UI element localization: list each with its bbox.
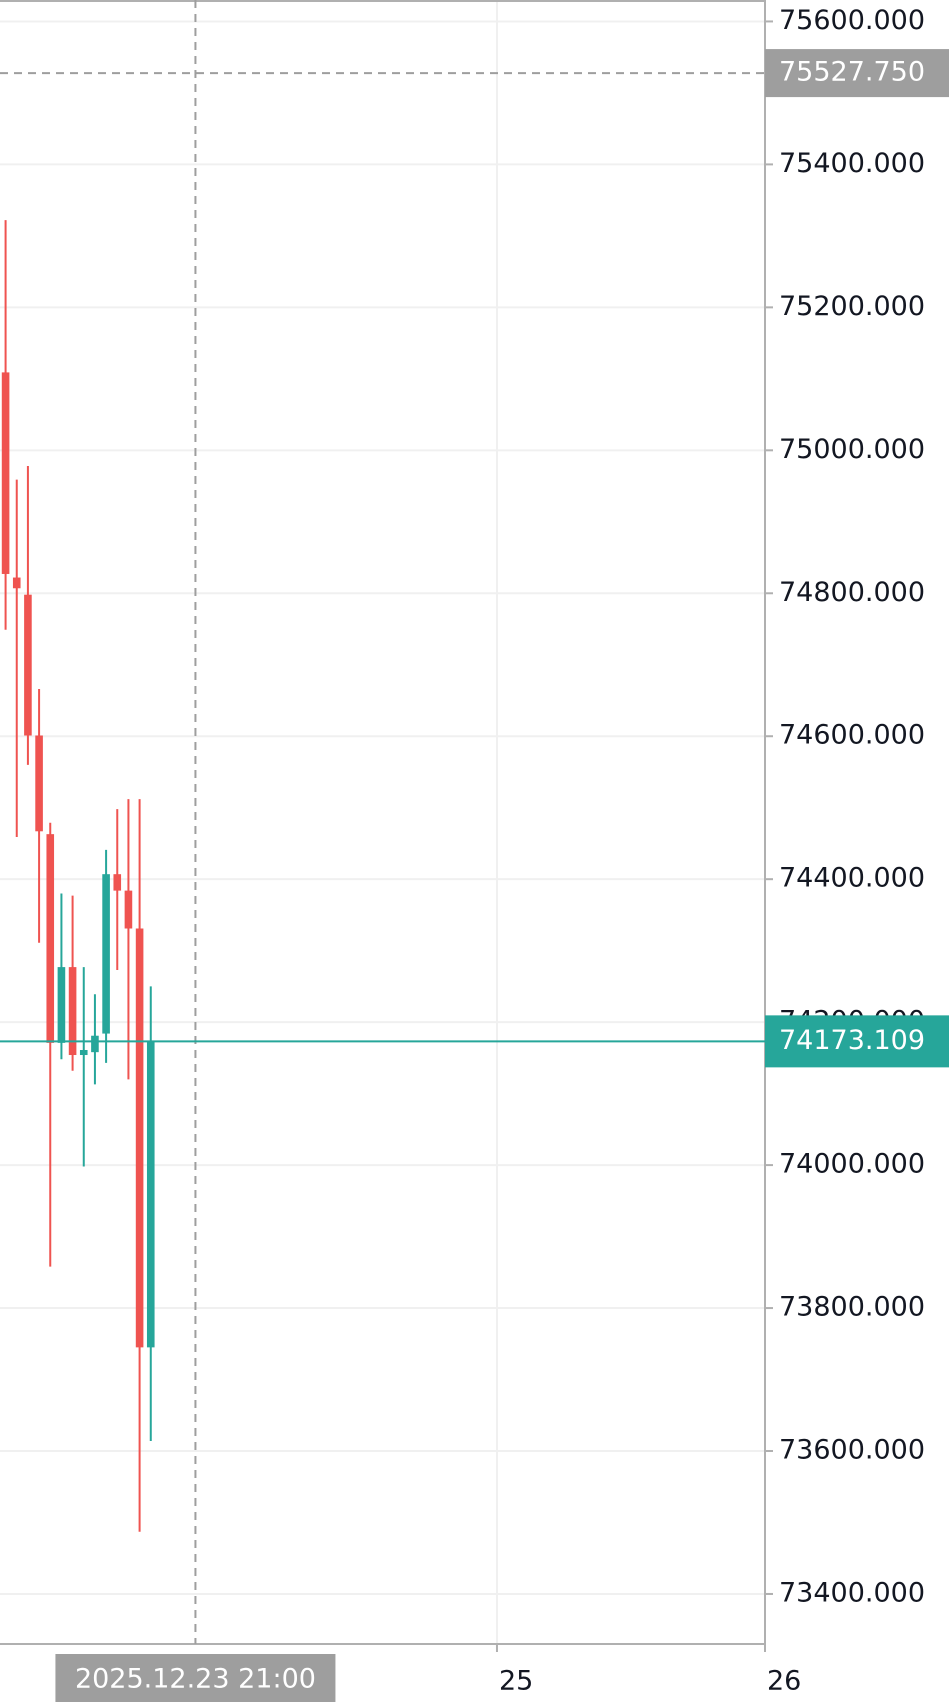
last-price-box xyxy=(765,1015,949,1068)
candle-body xyxy=(135,928,144,1348)
y-tick-label: 75200.000 xyxy=(779,291,925,322)
candle-body xyxy=(91,1035,99,1053)
candle-body xyxy=(102,874,110,1034)
y-tick-label: 75400.000 xyxy=(779,148,925,179)
candle-body xyxy=(1,372,10,574)
crosshair-time-label: 2025.12.23 21:00 xyxy=(75,1664,316,1695)
y-tick-label: 74800.000 xyxy=(779,577,925,608)
y-tick-label: 74600.000 xyxy=(779,720,925,751)
y-tick-label: 73800.000 xyxy=(779,1292,925,1323)
y-tick-label: 73600.000 xyxy=(779,1435,925,1466)
last-price-label: 74173.109 xyxy=(779,1025,925,1056)
candle-body xyxy=(113,874,122,891)
candle-body xyxy=(12,577,21,589)
x-tick-label: 25 xyxy=(499,1666,533,1697)
candle-body xyxy=(124,890,133,929)
y-tick-label: 74000.000 xyxy=(779,1149,925,1180)
candle-body xyxy=(68,967,77,1056)
x-tick-label: 26 xyxy=(767,1666,801,1697)
candle-body xyxy=(79,1050,88,1056)
candle-body xyxy=(24,594,32,736)
y-tick-label: 74400.000 xyxy=(779,863,925,894)
crosshair-price-label: 75527.750 xyxy=(779,57,925,88)
candle-body xyxy=(57,967,66,1043)
crosshair-time-box xyxy=(55,1654,336,1702)
candle-body xyxy=(146,1041,155,1348)
y-tick-label: 75000.000 xyxy=(779,434,925,465)
candle-body xyxy=(35,735,43,832)
crosshair-price-box xyxy=(765,49,949,98)
candle-body xyxy=(46,834,55,1043)
y-tick-label: 73400.000 xyxy=(779,1577,925,1608)
y-tick-label: 75600.000 xyxy=(779,5,925,36)
